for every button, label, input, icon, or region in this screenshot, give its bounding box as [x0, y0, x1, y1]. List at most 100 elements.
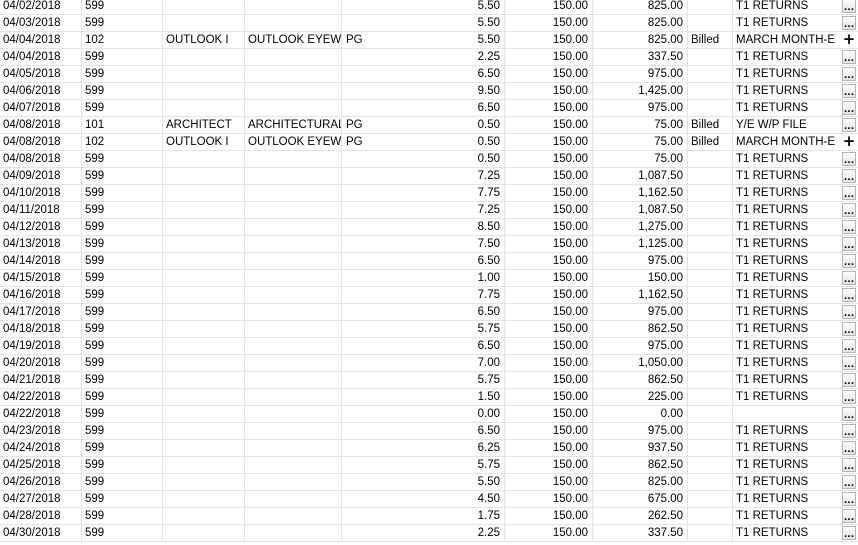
- client-name-cell[interactable]: [245, 440, 342, 456]
- hours-cell[interactable]: 1.00: [342, 270, 505, 286]
- description-cell[interactable]: T1 RETURNS: [736, 187, 809, 199]
- entry-date-cell[interactable]: 04/21/2018: [0, 372, 82, 388]
- client-name-cell[interactable]: [245, 423, 342, 439]
- amount-cell[interactable]: 1,275.00: [593, 219, 688, 235]
- hours-cell[interactable]: 5.50: [342, 474, 505, 490]
- rate-cell[interactable]: 150.00: [505, 355, 593, 371]
- table-row[interactable]: 04/19/2018 599 6.50 150.00 975.00 T1 RETURNS.…: [0, 338, 858, 355]
- amount-cell[interactable]: 975.00: [593, 304, 688, 320]
- amount-cell[interactable]: 1,050.00: [593, 355, 688, 371]
- client-name-cell[interactable]: [245, 83, 342, 99]
- client-code-cell[interactable]: [163, 372, 245, 388]
- client-name-cell[interactable]: [245, 338, 342, 354]
- client-name-cell[interactable]: [245, 66, 342, 82]
- client-code-cell[interactable]: [163, 49, 245, 65]
- client-name-cell[interactable]: [245, 253, 342, 269]
- rate-cell[interactable]: 150.00: [505, 66, 593, 82]
- client-code-cell[interactable]: [163, 525, 245, 541]
- client-name-cell[interactable]: [245, 304, 342, 320]
- table-row[interactable]: 04/26/2018 599 5.50 150.00 825.00 T1 RETURNS.…: [0, 474, 858, 491]
- amount-cell[interactable]: 75.00: [593, 151, 688, 167]
- ellipsis-button[interactable]: ...: [842, 254, 856, 268]
- entry-code-cell[interactable]: 599: [82, 304, 163, 320]
- amount-cell[interactable]: 862.50: [593, 457, 688, 473]
- amount-cell[interactable]: 1,162.50: [593, 185, 688, 201]
- ellipsis-button[interactable]: ...: [842, 271, 856, 285]
- table-row[interactable]: 04/28/2018 599 1.75 150.00 262.50 T1 RETURNS.…: [0, 508, 858, 525]
- hours-cell[interactable]: 6.50: [342, 304, 505, 320]
- ellipsis-button[interactable]: ...: [842, 67, 856, 81]
- billing-status-cell[interactable]: Billed: [688, 117, 733, 133]
- table-row[interactable]: 04/08/2018 599 0.50 150.00 75.00 T1 RETURNS..…: [0, 151, 858, 168]
- description-cell[interactable]: Y/E W/P FILE: [736, 119, 807, 131]
- rate-cell[interactable]: 150.00: [505, 134, 593, 150]
- hours-cell[interactable]: 7.50: [342, 236, 505, 252]
- entry-date-cell[interactable]: 04/11/2018: [0, 202, 82, 218]
- client-code-cell[interactable]: [163, 0, 245, 14]
- hours-cell[interactable]: 0.50: [342, 134, 505, 150]
- client-name-cell[interactable]: [245, 100, 342, 116]
- entry-code-cell[interactable]: 599: [82, 508, 163, 524]
- billing-status-cell[interactable]: [688, 457, 733, 473]
- employee-initials-cell[interactable]: PG: [342, 32, 363, 48]
- entry-date-cell[interactable]: 04/19/2018: [0, 338, 82, 354]
- ellipsis-button[interactable]: ...: [842, 237, 856, 251]
- entry-code-cell[interactable]: 599: [82, 491, 163, 507]
- entry-date-cell[interactable]: 04/22/2018: [0, 389, 82, 405]
- ellipsis-button[interactable]: ...: [842, 186, 856, 200]
- client-name-cell[interactable]: [245, 525, 342, 541]
- rate-cell[interactable]: 150.00: [505, 321, 593, 337]
- ellipsis-button[interactable]: ...: [842, 441, 856, 455]
- hours-cell[interactable]: 0.50: [342, 151, 505, 167]
- amount-cell[interactable]: 825.00: [593, 15, 688, 31]
- amount-cell[interactable]: 1,425.00: [593, 83, 688, 99]
- entry-code-cell[interactable]: 599: [82, 457, 163, 473]
- ellipsis-button[interactable]: ...: [842, 526, 856, 540]
- table-row[interactable]: 04/25/2018 599 5.75 150.00 862.50 T1 RETURNS.…: [0, 457, 858, 474]
- amount-cell[interactable]: 937.50: [593, 440, 688, 456]
- amount-cell[interactable]: 1,087.50: [593, 202, 688, 218]
- amount-cell[interactable]: 862.50: [593, 321, 688, 337]
- client-name-cell[interactable]: [245, 236, 342, 252]
- description-cell[interactable]: T1 RETURNS: [736, 340, 809, 352]
- hours-cell[interactable]: 5.50: [342, 32, 505, 48]
- ellipsis-button[interactable]: ...: [842, 390, 856, 404]
- table-row[interactable]: 04/30/2018 599 2.25 150.00 337.50 T1 RETURNS.…: [0, 525, 858, 542]
- billing-status-cell[interactable]: [688, 270, 733, 286]
- billing-status-cell[interactable]: [688, 15, 733, 31]
- hours-cell[interactable]: 7.25: [342, 202, 505, 218]
- rate-cell[interactable]: 150.00: [505, 15, 593, 31]
- description-cell[interactable]: T1 RETURNS: [736, 289, 809, 301]
- employee-initials-cell[interactable]: [342, 219, 343, 235]
- client-code-cell[interactable]: [163, 355, 245, 371]
- billing-status-cell[interactable]: [688, 440, 733, 456]
- table-row[interactable]: 04/18/2018 599 5.75 150.00 862.50 T1 RETURNS.…: [0, 321, 858, 338]
- amount-cell[interactable]: 75.00: [593, 134, 688, 150]
- entry-code-cell[interactable]: 102: [82, 134, 163, 150]
- description-cell[interactable]: MARCH MONTH-E: [736, 136, 836, 148]
- rate-cell[interactable]: 150.00: [505, 338, 593, 354]
- table-row[interactable]: 04/20/2018 599 7.00 150.00 1,050.00 T1 RETURN…: [0, 355, 858, 372]
- rate-cell[interactable]: 150.00: [505, 100, 593, 116]
- client-name-cell[interactable]: [245, 321, 342, 337]
- rate-cell[interactable]: 150.00: [505, 474, 593, 490]
- amount-cell[interactable]: 825.00: [593, 32, 688, 48]
- table-row[interactable]: 04/08/2018 101 ARCHITECT ARCHITECTURAL 0.50 1…: [0, 117, 858, 134]
- rate-cell[interactable]: 150.00: [505, 32, 593, 48]
- employee-initials-cell[interactable]: [342, 372, 343, 388]
- employee-initials-cell[interactable]: [342, 474, 343, 490]
- employee-initials-cell[interactable]: [342, 15, 343, 31]
- ellipsis-button[interactable]: ...: [842, 118, 856, 132]
- employee-initials-cell[interactable]: [342, 0, 343, 14]
- client-code-cell[interactable]: [163, 219, 245, 235]
- client-name-cell[interactable]: OUTLOOK EYEWI: [245, 134, 342, 150]
- client-code-cell[interactable]: ARCHITECT: [163, 117, 245, 133]
- hours-cell[interactable]: 5.75: [342, 457, 505, 473]
- entry-code-cell[interactable]: 599: [82, 49, 163, 65]
- amount-cell[interactable]: 337.50: [593, 49, 688, 65]
- hours-cell[interactable]: 5.50: [342, 0, 505, 14]
- entry-date-cell[interactable]: 04/08/2018: [0, 151, 82, 167]
- ellipsis-button[interactable]: ...: [842, 84, 856, 98]
- hours-cell[interactable]: 6.50: [342, 253, 505, 269]
- entry-date-cell[interactable]: 04/12/2018: [0, 219, 82, 235]
